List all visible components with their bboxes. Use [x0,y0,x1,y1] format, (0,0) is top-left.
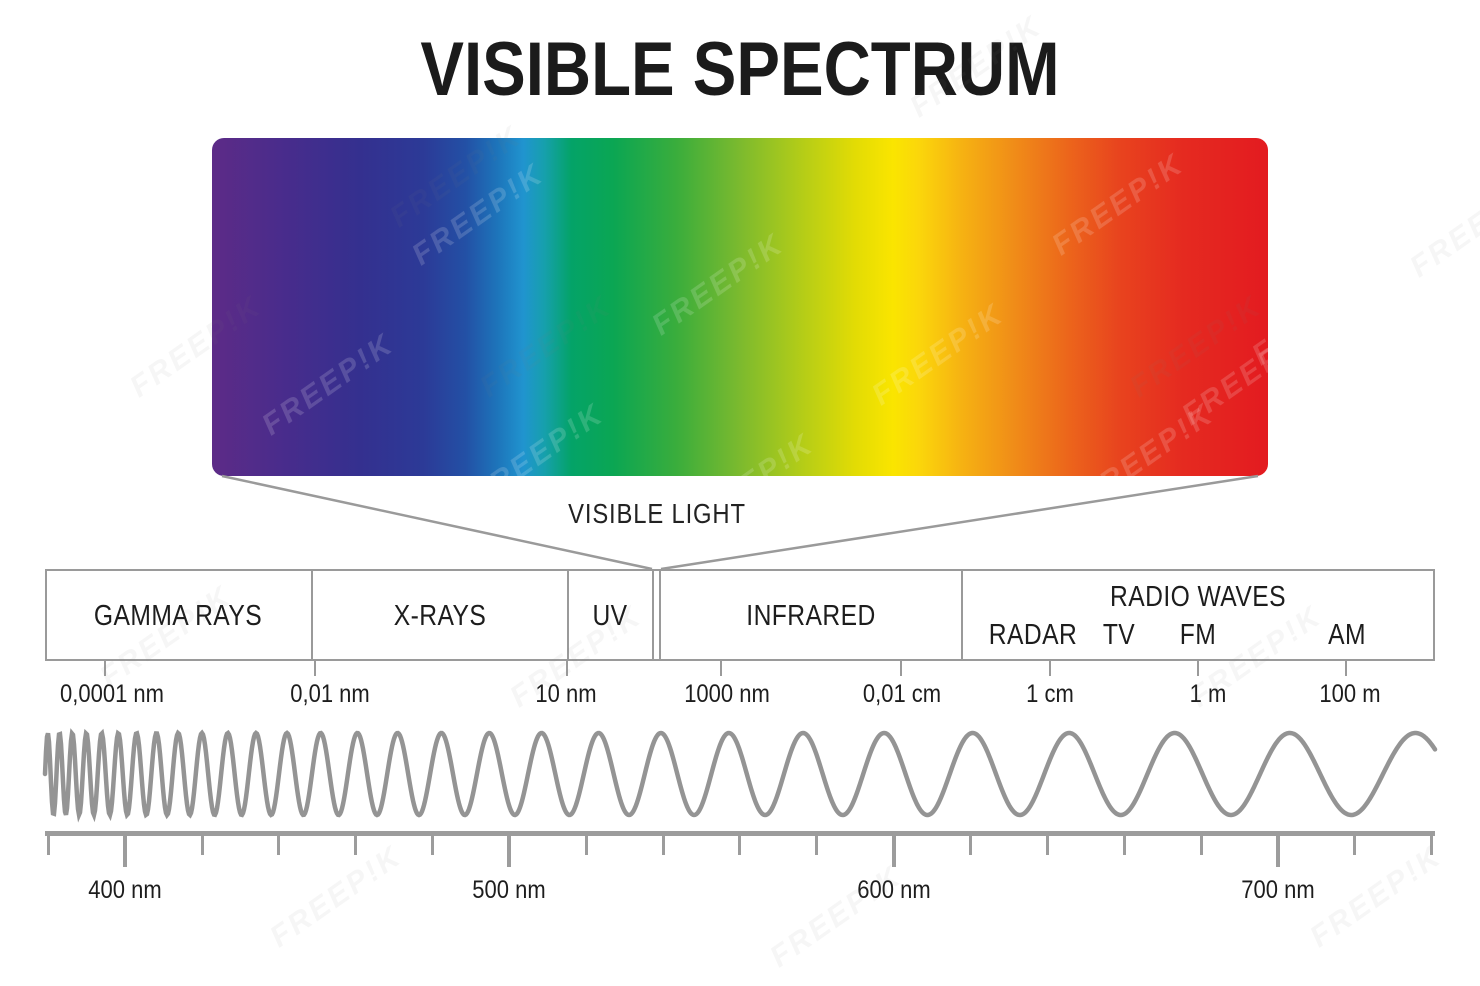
spectrum-gradient-bar: FREEP!K FREEP!K FREEP!K FREEP!K FREEP!K FREEP… [212,138,1268,476]
band-divider-xray-uv [567,571,569,659]
freepik-watermark: FREEP!K [1046,147,1191,262]
band-label-gamma-rays: GAMMA RAYS [93,600,263,632]
wavelength-tick [566,661,568,676]
freepik-watermark: FREEP!K [646,227,791,342]
ruler-tick-minor [738,833,742,855]
band-label-radio-waves: RADIO WAVES [1110,581,1286,613]
ruler-tick-minor [584,833,588,855]
ruler-tick-minor [200,833,204,855]
radio-sublabel-fm: FM [1179,619,1217,651]
ruler-tick-major [891,833,896,867]
wavelength-tick [1345,661,1347,676]
nm-scale-label: 400 nm [88,876,162,904]
ruler-tick-minor [1045,833,1049,855]
radio-sublabel-radar: RADAR [988,619,1078,651]
freepik-watermark: FREEP!K [256,327,401,442]
freepik-watermark: FREEP!K [1404,169,1480,284]
wavelength-tick [104,661,106,676]
ruler-tick-minor [815,833,819,855]
freepik-watermark: FREEP!K [1246,257,1268,372]
freepik-watermark: FREEP!K [406,157,551,272]
wavelength-tick [720,661,722,676]
ruler-tick-minor [661,833,665,855]
ruler-tick-minor [1199,833,1203,855]
band-label-x-rays: X-RAYS [393,600,487,632]
ruler-tick-major [123,833,128,867]
ruler-tick-minor [969,833,972,855]
wavelength-tick [900,661,902,676]
wavelength-tick [314,661,316,676]
nm-scale-label: 600 nm [856,876,931,904]
ruler-tick-minor [354,833,358,855]
page-title: VISIBLE SPECTRUM [420,27,1060,112]
wavelength-tick [1049,661,1051,676]
wavelength-label: 0,0001 nm [60,680,164,708]
visible-light-label: VISIBLE LIGHT [568,498,746,529]
band-divider-uv-visible [652,571,654,659]
ruler-tick-minor [1353,833,1357,855]
freepik-watermark: FREEP!K [866,297,1011,412]
wavelength-label: 1000 nm [684,680,770,708]
ruler-tick-minor [1122,833,1126,855]
wavelength-label: 10 nm [535,680,597,708]
ruler-tick-major [507,833,512,867]
band-label-infrared: INFRARED [746,600,876,632]
band-divider-infrared-radio [961,571,963,659]
wavelength-label: 1 m [1189,680,1227,708]
radio-sublabel-tv: TV [1102,619,1136,651]
ruler-tick-major [1275,833,1280,867]
band-label-uv: UV [592,600,628,632]
nm-scale-label: 700 nm [1241,876,1315,904]
wavelength-label: 1 cm [1026,680,1074,708]
band-divider-visible-infrared [659,571,661,659]
wavelength-label: 100 m [1319,680,1381,708]
freepik-watermark: FREEP!K [1304,839,1449,954]
freepik-watermark: FREEP!K [466,397,611,476]
freepik-watermark: FREEP!K [264,839,409,954]
ruler-tick-minor [277,833,281,855]
ruler-tick-minor [431,833,435,855]
wavelength-label: 0,01 cm [862,680,942,708]
band-divider-gamma-xray [311,571,313,659]
em-band-bar [45,569,1435,661]
radio-sublabel-am: AM [1328,619,1366,651]
wavelength-label: 0,01 nm [290,680,370,708]
freepik-watermark: FREEP!K [1176,317,1268,432]
freepik-watermark: FREEP!K [676,427,821,476]
nm-scale-label: 500 nm [472,876,547,904]
freepik-watermark: FREEP!K [1076,397,1221,476]
ruler-tick-minor [46,833,50,855]
wavelength-tick [1197,661,1199,676]
ruler-tick-minor [1430,833,1434,855]
